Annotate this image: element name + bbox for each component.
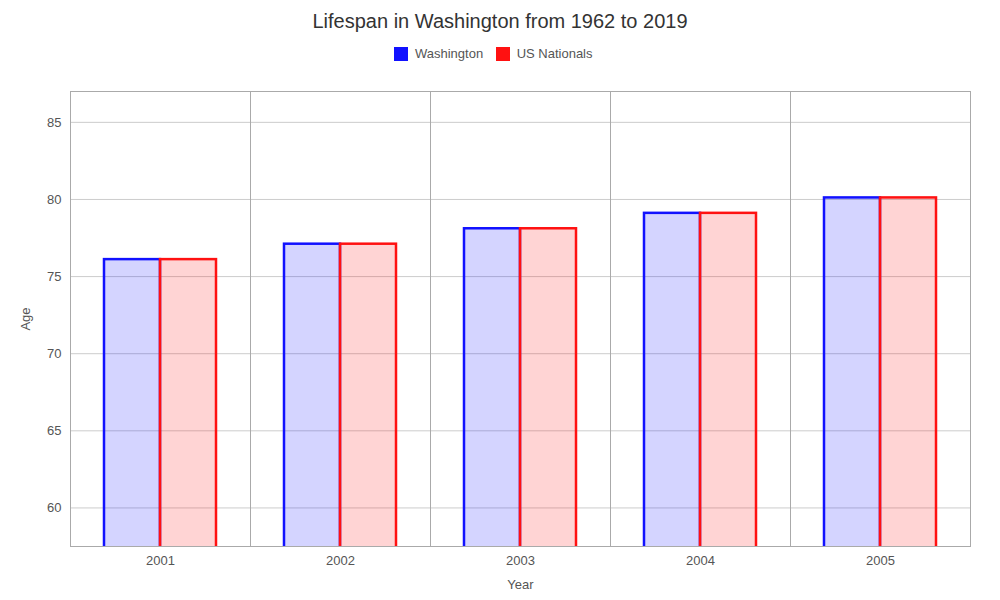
svg-text:2005: 2005	[866, 552, 895, 567]
svg-text:2004: 2004	[686, 552, 715, 567]
svg-text:2002: 2002	[326, 552, 355, 567]
svg-text:70: 70	[47, 345, 61, 360]
svg-text:60: 60	[47, 500, 61, 515]
svg-text:Age: Age	[18, 307, 33, 330]
svg-text:2003: 2003	[506, 552, 535, 567]
html-text:US Nationals: US Nationals	[516, 46, 593, 61]
html-text:Washington: Washington	[415, 46, 484, 61]
svg-text:Year: Year	[507, 576, 534, 591]
svg-text:2001: 2001	[146, 552, 175, 567]
svg-text:80: 80	[47, 191, 61, 206]
svg-text:85: 85	[47, 114, 61, 129]
svg-text:65: 65	[47, 422, 61, 437]
svg-text:75: 75	[47, 268, 61, 283]
html-text:Lifespan in Washington from 19: Lifespan in Washington from 1962 to 2019	[312, 10, 688, 32]
